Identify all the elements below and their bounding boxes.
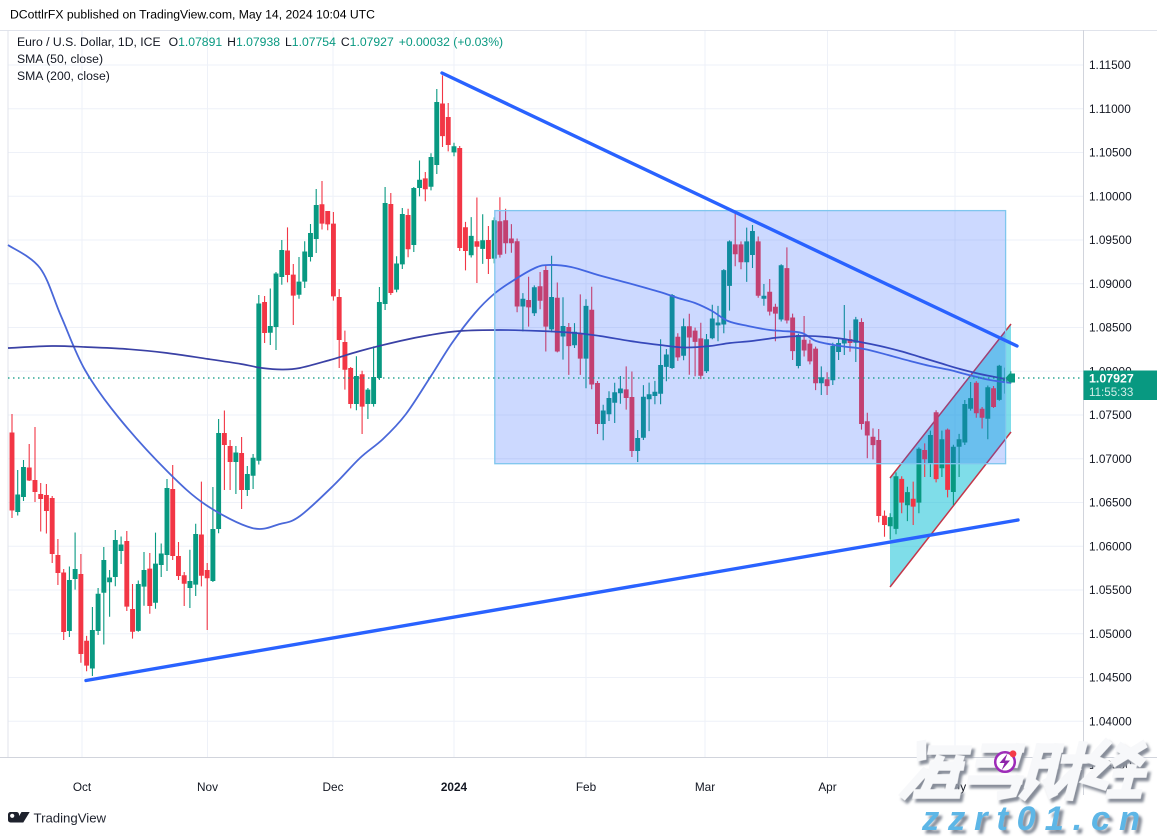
svg-text:1.11500: 1.11500 [1089,58,1131,72]
svg-text:SMA (50, close): SMA (50, close) [17,52,103,66]
svg-text:1.10000: 1.10000 [1089,189,1132,203]
svg-text:DCottlrFX published on Trading: DCottlrFX published on TradingView.com, … [10,8,375,22]
svg-text:1.07927: 1.07927 [1089,372,1134,386]
svg-text:1.09500: 1.09500 [1089,233,1132,247]
svg-text:1.06500: 1.06500 [1089,496,1132,510]
svg-text:11:55:33: 11:55:33 [1089,386,1133,399]
svg-text:1.10500: 1.10500 [1089,146,1132,160]
svg-text:Nov: Nov [197,780,218,794]
svg-text:1.04000: 1.04000 [1089,715,1132,729]
svg-text:Oct: Oct [73,780,92,794]
svg-text:Dec: Dec [323,780,344,794]
svg-text:1.08500: 1.08500 [1089,321,1132,335]
svg-text:Feb: Feb [576,780,597,794]
svg-text:1.05000: 1.05000 [1089,627,1132,641]
svg-text:2024: 2024 [441,780,468,794]
svg-text:1.07000: 1.07000 [1089,452,1132,466]
svg-text:Apr: Apr [818,780,836,794]
svg-text:Mar: Mar [695,780,715,794]
svg-text:1.05500: 1.05500 [1089,583,1132,597]
svg-text:1.07500: 1.07500 [1089,408,1132,422]
svg-text:1.09000: 1.09000 [1089,277,1132,291]
svg-text:zzrt01.cn: zzrt01.cn [921,800,1149,836]
svg-text:1.11000: 1.11000 [1089,102,1131,116]
svg-text:1.06000: 1.06000 [1089,540,1132,554]
svg-text:TradingView: TradingView [34,811,107,826]
svg-text:1.04500: 1.04500 [1089,671,1132,685]
svg-text:SMA (200, close): SMA (200, close) [17,69,110,83]
